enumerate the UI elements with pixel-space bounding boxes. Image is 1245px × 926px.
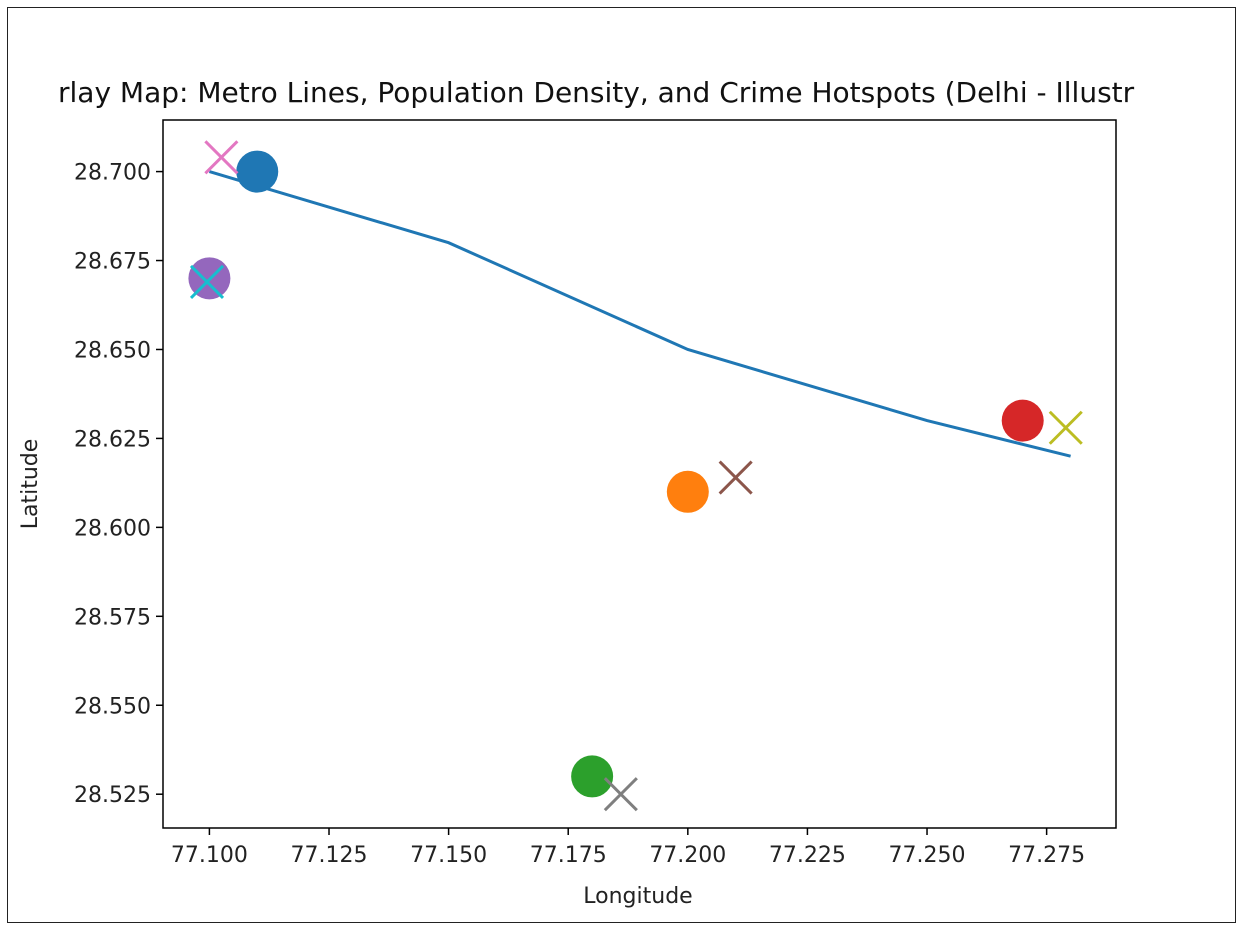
- x-tick-label: 77.225: [769, 843, 846, 868]
- population-point-2: [571, 755, 614, 798]
- y-tick-label: 28.675: [74, 250, 151, 275]
- x-tick-label: 77.275: [1008, 843, 1085, 868]
- y-tick-label: 28.700: [74, 161, 151, 186]
- crime-hotspot-4: [189, 264, 225, 299]
- figure-frame: rlay Map: Metro Lines, Population Densit…: [7, 7, 1236, 923]
- y-tick-label: 28.625: [74, 427, 151, 452]
- crime-hotspot-stroke: [204, 140, 239, 175]
- chart-canvas: rlay Map: Metro Lines, Population Densit…: [18, 76, 1135, 909]
- plot-frame: [162, 119, 1117, 829]
- chart-title: rlay Map: Metro Lines, Population Densit…: [58, 76, 1135, 109]
- x-tick-label: 77.150: [410, 843, 487, 868]
- metro-line: [208, 170, 1071, 458]
- x-axis-label: Longitude: [583, 884, 692, 909]
- x-tick-label: 77.175: [530, 843, 607, 868]
- crime-hotspot-1: [204, 140, 239, 175]
- y-axis-label: Latitude: [18, 439, 43, 530]
- x-tick-label: 77.200: [649, 843, 726, 868]
- population-point-3: [1001, 399, 1044, 442]
- y-tick-label: 28.525: [74, 783, 151, 808]
- crime-hotspot-0: [718, 460, 753, 495]
- y-tick-label: 28.550: [74, 694, 151, 719]
- axes: 77.100 77.125 77.150 77.175 77.200 77.225 77.2…: [74, 119, 1117, 868]
- x-tick-label: 77.125: [291, 843, 368, 868]
- y-tick-label: 28.600: [74, 516, 151, 541]
- crime-hotspot-stroke: [718, 460, 753, 495]
- y-tick-label: 28.575: [74, 605, 151, 630]
- crime-hotspot-stroke: [189, 264, 225, 299]
- y-tick-label: 28.650: [74, 338, 151, 363]
- population-point-1: [666, 470, 709, 513]
- crime-hotspot-stroke: [603, 777, 638, 812]
- crime-hotspot-stroke: [1048, 410, 1083, 445]
- plot-area: [188, 140, 1083, 812]
- crime-hotspot-2: [603, 777, 638, 812]
- x-tick-label: 77.250: [889, 843, 966, 868]
- crime-hotspot-3: [1048, 410, 1083, 445]
- population-point-0: [236, 150, 279, 193]
- x-tick-label: 77.100: [171, 843, 248, 868]
